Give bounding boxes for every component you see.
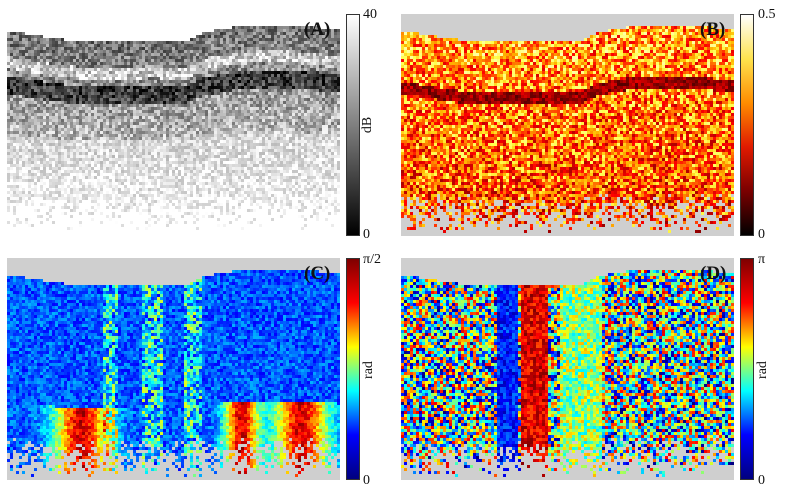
panel-label-a: (A) <box>304 20 330 39</box>
colorbar-a-max: 40 <box>363 8 377 22</box>
oct-intensity-image <box>7 14 340 236</box>
colorbar-c-unit: rad <box>361 361 376 379</box>
colorbar-a <box>346 14 360 236</box>
colorbar-c-max: π/2 <box>363 253 381 267</box>
axis-orientation-map-d <box>401 258 734 480</box>
panel-label-b: (B) <box>700 20 725 39</box>
colorbar-b-min: 0 <box>758 228 765 242</box>
colorbar-a-unit: dB <box>360 117 375 133</box>
colorbar-c <box>346 258 360 480</box>
colorbar-d-unit: rad <box>755 361 770 379</box>
panel-label-c: (C) <box>304 264 330 283</box>
colorbar-b-max: 0.5 <box>758 8 776 22</box>
colorbar-b <box>740 14 754 236</box>
colorbar-c-min: 0 <box>363 474 370 488</box>
panel-label-d: (D) <box>700 264 726 283</box>
colorbar-d <box>740 258 754 480</box>
retardation-map-c <box>7 258 340 480</box>
colorbar-d-max: π <box>758 253 765 267</box>
colorbar-a-min: 0 <box>363 228 370 242</box>
colorbar-d-min: 0 <box>758 474 765 488</box>
polarization-map-b <box>401 14 734 236</box>
